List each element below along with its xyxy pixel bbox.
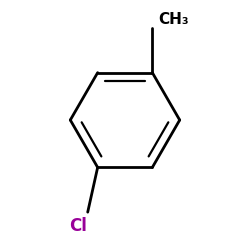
Text: Cl: Cl <box>69 217 87 235</box>
Text: CH₃: CH₃ <box>158 12 189 27</box>
